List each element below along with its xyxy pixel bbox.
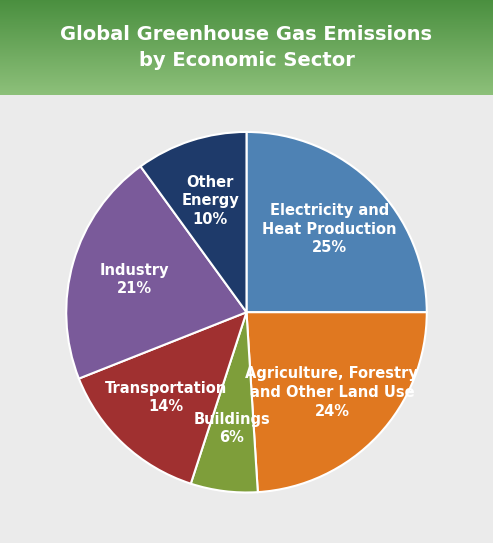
- Text: Global Greenhouse Gas Emissions
by Economic Sector: Global Greenhouse Gas Emissions by Econo…: [61, 25, 432, 70]
- Text: Other
Energy
10%: Other Energy 10%: [181, 175, 239, 227]
- Wedge shape: [191, 312, 258, 493]
- Text: Transportation
14%: Transportation 14%: [105, 381, 227, 414]
- Text: Electricity and
Heat Production
25%: Electricity and Heat Production 25%: [262, 203, 396, 255]
- Wedge shape: [246, 132, 427, 312]
- Text: Agriculture, Forestry
and Other Land Use
24%: Agriculture, Forestry and Other Land Use…: [246, 367, 419, 419]
- Wedge shape: [66, 166, 246, 378]
- Wedge shape: [246, 312, 427, 492]
- Text: Buildings
6%: Buildings 6%: [193, 412, 270, 445]
- Text: Industry
21%: Industry 21%: [99, 263, 169, 296]
- Wedge shape: [79, 312, 246, 484]
- Wedge shape: [141, 132, 246, 312]
